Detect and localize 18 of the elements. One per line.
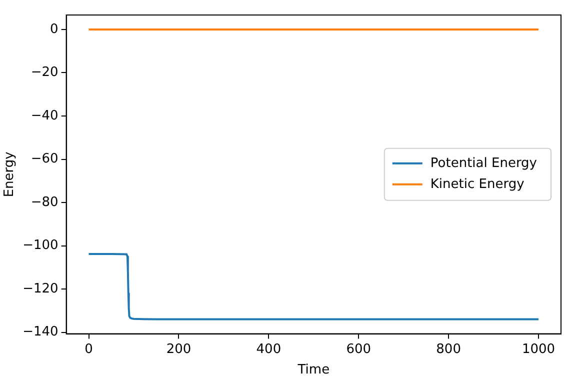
x-tick-label: 0	[84, 342, 93, 357]
legend-label: Potential Energy	[430, 156, 538, 171]
x-tick-label: 400	[256, 342, 282, 357]
y-tick-label: −100	[22, 238, 58, 254]
y-tick-label: −80	[30, 194, 58, 210]
legend-label: Kinetic Energy	[430, 176, 525, 192]
y-tick-label: −120	[22, 281, 58, 296]
y-tick-label: −60	[30, 152, 58, 167]
y-tick-label: −140	[22, 324, 58, 340]
y-axis-title: Energy	[2, 151, 18, 198]
y-tick-label: 0	[50, 22, 58, 37]
y-tick-label: −40	[30, 108, 58, 124]
x-tick-label: 1000	[522, 342, 556, 357]
y-tick-label: −20	[30, 65, 58, 80]
x-axis-title: Time	[296, 362, 330, 378]
x-tick-label: 800	[436, 342, 461, 357]
x-tick-label: 200	[166, 342, 192, 357]
x-tick-label: 600	[346, 342, 372, 357]
